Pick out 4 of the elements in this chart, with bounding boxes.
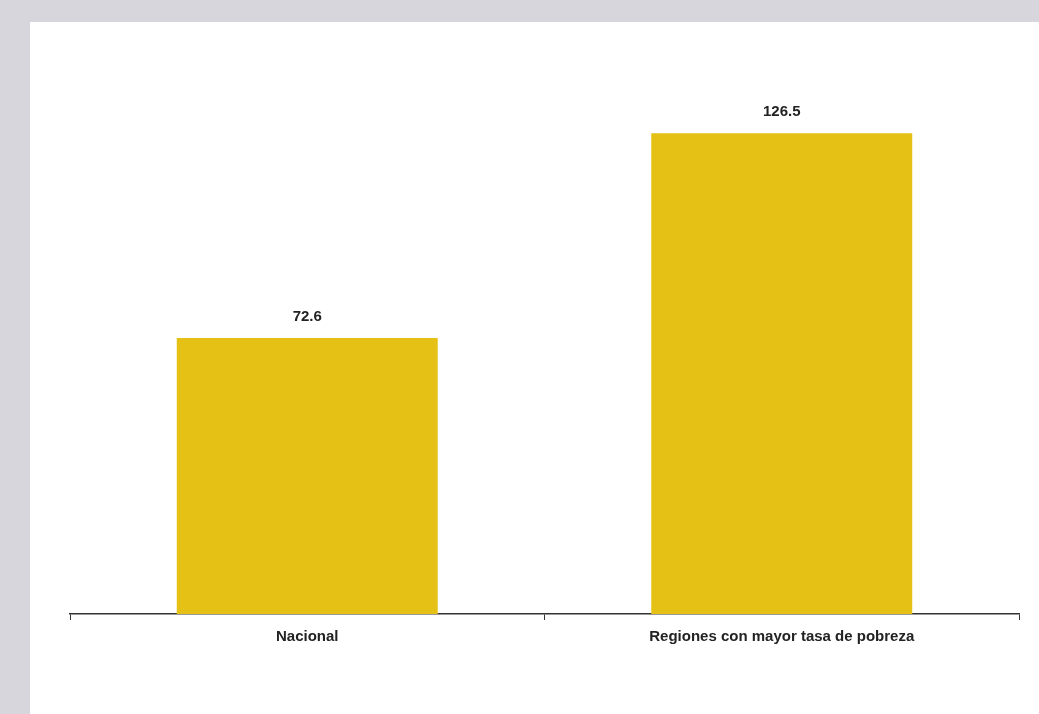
data-label: 72.6 — [292, 306, 322, 324]
x-tick-label: Regiones con mayor tasa de pobreza — [649, 627, 915, 645]
data-label: 126.5 — [762, 101, 801, 119]
x-tick-label: Nacional — [275, 627, 339, 645]
